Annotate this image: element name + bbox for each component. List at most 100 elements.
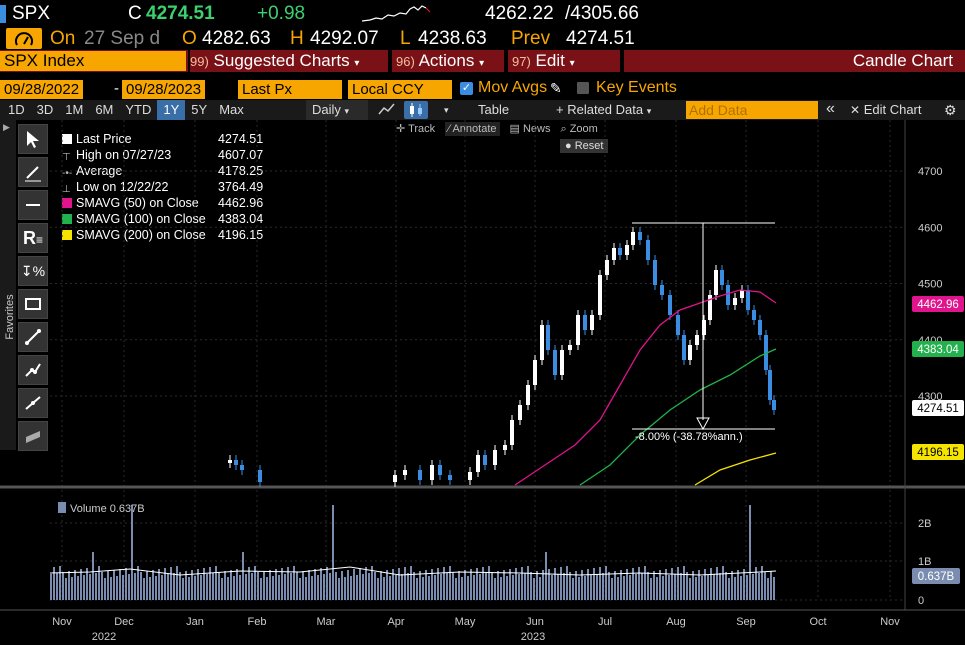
related-data-menu[interactable]: + Related Data ▾ xyxy=(556,102,652,117)
expand-arrow-icon[interactable]: ▶ xyxy=(3,122,10,132)
period-max[interactable]: Max xyxy=(219,102,244,117)
end-date-input[interactable]: 09/28/2023 xyxy=(122,80,206,99)
frequency-select[interactable]: Daily ▾ xyxy=(306,100,368,120)
volume-bar xyxy=(74,570,76,600)
line-chart-icon[interactable] xyxy=(378,102,396,122)
horizontal-line-tool-icon[interactable] xyxy=(18,190,48,220)
volume-bar xyxy=(395,575,397,600)
mov-avgs-checkbox[interactable]: ✓ xyxy=(460,82,473,95)
reset-button[interactable]: ● Reset xyxy=(560,139,609,153)
price-tag-bg xyxy=(912,341,964,357)
volume-bar xyxy=(386,570,388,600)
volume-bar xyxy=(719,573,721,600)
volume-bar xyxy=(461,577,463,600)
candle-body xyxy=(740,290,744,298)
period-5y[interactable]: 5Y xyxy=(191,102,208,117)
volume-bar xyxy=(650,578,652,600)
volume-bar xyxy=(404,567,406,600)
security-field[interactable]: SPX Index xyxy=(0,51,186,71)
period-ytd[interactable]: YTD xyxy=(125,102,152,117)
volume-bar xyxy=(608,572,610,600)
period-6m[interactable]: 6M xyxy=(95,102,114,117)
candle-body xyxy=(503,445,507,450)
volume-bar xyxy=(179,572,181,600)
month-label: Jun xyxy=(526,616,544,628)
key-events-label[interactable]: Key Events xyxy=(596,79,677,96)
annotate-button[interactable]: ⁄ Annotate xyxy=(445,122,500,136)
percent-tool-icon[interactable]: ↧% xyxy=(18,256,48,286)
volume-bar xyxy=(98,566,100,600)
candle-chart-icon[interactable] xyxy=(404,101,428,119)
chart-style-dropdown-icon[interactable]: ▾ xyxy=(444,105,449,115)
currency-select[interactable]: Local CCY xyxy=(348,80,452,99)
volume-bar xyxy=(248,567,250,600)
multi-point-line-tool-icon[interactable] xyxy=(18,355,48,385)
volume-bar xyxy=(437,568,439,600)
volume-bar xyxy=(350,576,352,600)
volume-bar xyxy=(554,568,556,600)
collapse-icon[interactable]: « xyxy=(826,100,835,117)
average-marker-icon: -•- xyxy=(62,168,73,179)
candle-body xyxy=(240,465,244,470)
volume-bar xyxy=(245,574,247,600)
actions-menu[interactable]: 96) Actions ▾ xyxy=(396,51,485,70)
candle-body xyxy=(583,315,587,330)
price-tag: 4383.04 xyxy=(917,344,959,356)
add-data-input[interactable]: Add Data xyxy=(686,101,818,119)
high-label: H xyxy=(290,28,304,49)
fill-tool-icon[interactable] xyxy=(18,421,48,451)
pencil-icon[interactable]: ✎ xyxy=(550,80,562,96)
favorites-panel[interactable]: ▶ Favorites xyxy=(0,120,16,450)
period-1d[interactable]: 1D xyxy=(8,102,25,117)
volume-bar xyxy=(68,571,70,600)
volume-bar xyxy=(353,569,355,600)
period-1y[interactable]: 1Y xyxy=(157,100,186,120)
field-select[interactable]: Last Px xyxy=(238,80,342,99)
volume-bar xyxy=(242,552,244,600)
mov-avgs-label[interactable]: Mov Avgs xyxy=(478,79,548,96)
start-date-input[interactable]: 09/28/2022 xyxy=(0,80,84,99)
period-1m[interactable]: 1M xyxy=(65,102,84,117)
volume-bar xyxy=(674,574,676,600)
edit-chart-button[interactable]: ✕ Edit Chart xyxy=(850,102,922,117)
table-button[interactable]: Table xyxy=(478,102,510,117)
sparkline-icon xyxy=(362,5,431,22)
sma100-line xyxy=(579,348,777,486)
volume-bar xyxy=(725,572,727,600)
volume-bar xyxy=(317,575,319,600)
pointer-tool-icon[interactable] xyxy=(18,124,48,154)
volume-bar xyxy=(518,574,520,600)
edit-menu[interactable]: 97) Edit ▾ xyxy=(512,51,575,70)
function-bar: SPX Index 99) Suggested Charts ▾ 96) Act… xyxy=(0,50,965,72)
text-tool-icon[interactable]: R≡ xyxy=(18,223,48,253)
volume-bar xyxy=(59,566,61,600)
candle-body xyxy=(560,350,564,375)
volume-bar xyxy=(161,575,163,600)
zoom-button[interactable]: ⌕ Zoom xyxy=(560,123,598,135)
channel-tool-icon[interactable] xyxy=(18,388,48,418)
volume-bar xyxy=(551,575,553,600)
volume-bar xyxy=(125,568,127,600)
volume-tag: 0.637B xyxy=(918,571,955,583)
trendline-tool-icon[interactable] xyxy=(18,322,48,352)
rectangle-tool-icon[interactable] xyxy=(18,289,48,319)
year-label: 2022 xyxy=(92,631,116,643)
volume-bar xyxy=(710,568,712,600)
volume-bar xyxy=(356,575,358,600)
speedometer-icon[interactable] xyxy=(6,28,42,49)
volume-bar xyxy=(131,505,133,600)
period-3d[interactable]: 3D xyxy=(36,102,54,117)
volume-bar xyxy=(413,572,415,600)
volume-bar xyxy=(419,571,421,600)
volume-bar xyxy=(257,572,259,600)
news-button[interactable]: ▤ News xyxy=(509,123,551,135)
suggested-charts-menu[interactable]: 99) Suggested Charts ▾ xyxy=(190,51,360,70)
track-button[interactable]: ✛ Track xyxy=(396,123,436,135)
gear-icon[interactable]: ⚙ xyxy=(944,102,957,118)
open-value: 4282.63 xyxy=(202,28,271,49)
key-events-checkbox[interactable] xyxy=(577,82,589,94)
candle-body xyxy=(638,232,642,240)
pencil-tool-icon[interactable] xyxy=(18,157,48,187)
volume-bar xyxy=(644,566,646,600)
